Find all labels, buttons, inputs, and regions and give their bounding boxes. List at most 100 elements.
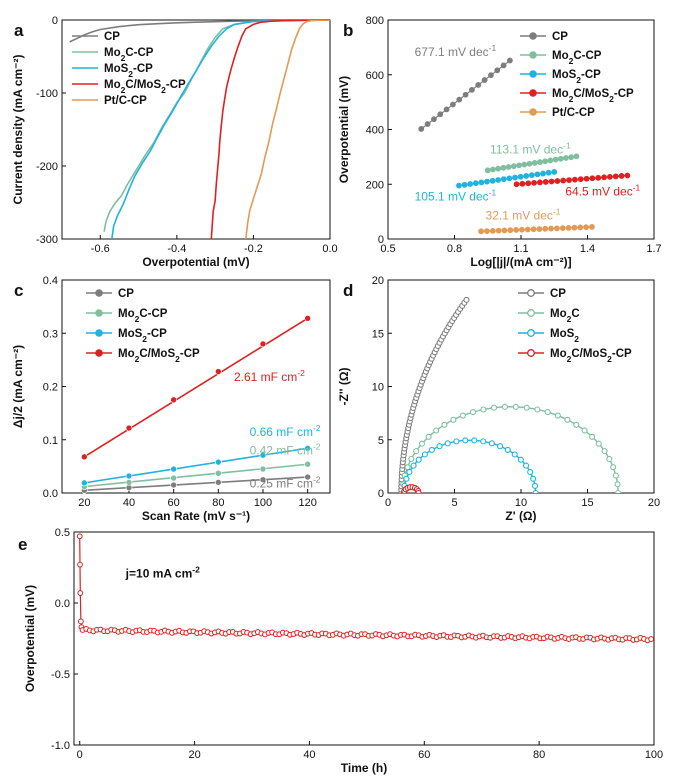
x-axis-title: Log[|j|/(mA cm⁻²)] <box>470 255 571 269</box>
data-point <box>484 167 491 174</box>
legend-marker <box>527 289 535 297</box>
y-tick-label: 0.3 <box>43 328 58 340</box>
plot-frame <box>61 19 331 240</box>
legend-label: Mo2C-CP <box>552 50 602 66</box>
data-point <box>552 156 559 163</box>
legend-label: MoS2 <box>550 328 579 344</box>
data-point <box>497 443 504 450</box>
y-tick-label: 0.2 <box>43 382 58 394</box>
y-axis-title: -Z'' (Ω) <box>337 368 351 406</box>
data-point <box>581 427 588 434</box>
legend-item: Mo2C/MoS2-CP <box>72 79 186 95</box>
data-point <box>589 224 595 230</box>
legend-marker <box>529 108 537 116</box>
legend-item: Mo2C-CP <box>86 308 168 324</box>
data-point <box>461 181 468 188</box>
data-point <box>534 406 541 413</box>
data-point <box>540 170 546 177</box>
x-tick-label: 0.0 <box>322 243 337 255</box>
legend-label: Pt/C-CP <box>104 95 147 107</box>
curve-pt-c-cp <box>245 20 330 239</box>
x-tick-label: 0 <box>385 497 391 509</box>
data-point <box>488 72 494 79</box>
legend-label: Mo2C <box>550 308 580 324</box>
plot-frame <box>73 531 655 746</box>
panel-label: a <box>14 21 24 40</box>
y-tick-label: -300 <box>36 234 58 246</box>
data-point <box>612 173 619 180</box>
data-point <box>490 404 498 411</box>
series-mo2c-cp <box>484 153 580 174</box>
x-tick-label: -0.4 <box>167 243 186 255</box>
data-point <box>531 159 538 166</box>
data-point <box>601 174 607 181</box>
legend-label: Mo2C-CP <box>118 308 168 324</box>
data-point <box>500 62 507 69</box>
x-tick-label: 60 <box>418 749 430 761</box>
data-point <box>215 479 222 486</box>
data-point <box>501 227 508 234</box>
fit-line <box>84 476 308 492</box>
panel-label: b <box>343 21 353 40</box>
slope-annotation: 64.5 mV dec-1 <box>565 183 640 199</box>
data-point <box>527 468 534 476</box>
data-point <box>525 180 532 187</box>
legend-label: Pt/C-CP <box>552 107 595 119</box>
series-mos2-cp <box>456 169 558 189</box>
data-point <box>403 475 410 482</box>
data-point <box>612 472 619 479</box>
data-point <box>81 453 88 461</box>
y-tick-label: 0.0 <box>55 598 70 610</box>
data-point <box>513 227 519 233</box>
x-tick-label: 0.8 <box>447 243 462 255</box>
data-point <box>571 224 578 231</box>
data-point <box>560 177 567 184</box>
data-point <box>589 433 596 440</box>
x-tick-label: 5 <box>451 497 457 509</box>
y-tick-label: -100 <box>36 88 58 100</box>
y-tick-label: 0 <box>52 15 58 27</box>
data-point <box>544 409 551 416</box>
fit-line <box>83 317 309 458</box>
data-point <box>563 155 569 161</box>
slope-annotation: 105.1 mV dec-1 <box>415 188 497 204</box>
data-point <box>618 173 625 179</box>
data-point <box>463 296 470 303</box>
data-point <box>523 404 530 411</box>
x-tick-label: 1.7 <box>646 243 661 255</box>
data-point <box>517 173 524 180</box>
legend-label: Mo2C/MoS2-CP <box>118 348 200 364</box>
data-point <box>259 451 267 459</box>
data-point <box>215 458 222 466</box>
x-tick-label: -0.2 <box>244 243 263 255</box>
data-point <box>554 225 560 232</box>
data-point <box>436 443 443 450</box>
series-mo2c-mos2-cp <box>513 172 631 188</box>
data-point <box>523 173 530 179</box>
x-tick-label: 40 <box>123 497 135 509</box>
data-point <box>469 86 475 93</box>
data-point <box>437 111 444 118</box>
data-point <box>513 181 520 188</box>
data-point <box>494 67 501 74</box>
data-point <box>536 226 543 232</box>
data-point <box>215 469 222 477</box>
curve-mo2c-mos2-cp <box>210 20 330 239</box>
legend-marker <box>95 289 103 297</box>
data-point <box>530 226 537 233</box>
data-point <box>456 182 462 189</box>
data-point <box>526 160 533 167</box>
fit-line <box>84 463 308 488</box>
slope-annotation: 113.1 mV dec-1 <box>490 141 571 157</box>
data-point <box>467 181 474 187</box>
data-point <box>459 412 466 419</box>
data-point <box>433 427 440 434</box>
data-point <box>404 464 411 471</box>
y-tick-label: 20 <box>372 275 384 287</box>
data-point <box>648 636 655 642</box>
data-point <box>519 180 526 187</box>
data-point <box>519 226 525 233</box>
data-point <box>548 178 555 185</box>
data-point <box>532 489 539 493</box>
